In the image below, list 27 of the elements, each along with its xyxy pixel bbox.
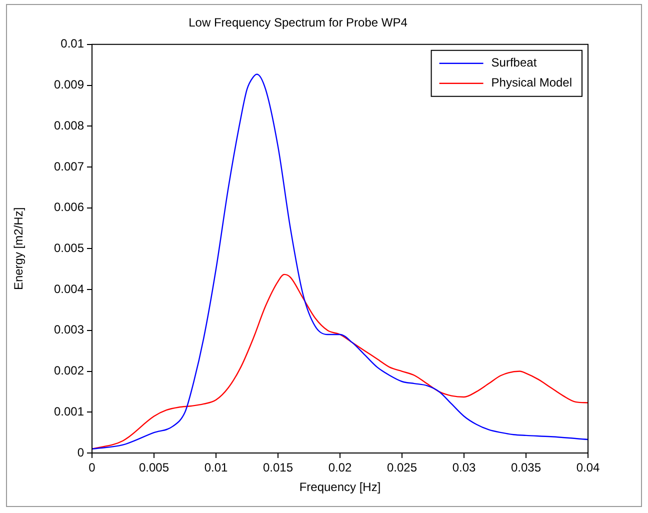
x-tick-label: 0 bbox=[88, 460, 96, 475]
y-tick-label: 0.008 bbox=[54, 118, 84, 132]
y-tick-label: 0.001 bbox=[54, 404, 84, 418]
line-series bbox=[92, 274, 588, 450]
x-tick-label: 0.015 bbox=[262, 460, 294, 475]
y-tick-label: 0.006 bbox=[54, 200, 84, 214]
line-series bbox=[92, 74, 588, 450]
y-tick-label: 0.009 bbox=[54, 78, 84, 92]
y-tick-label: 0 bbox=[77, 445, 84, 460]
chart-title: Low Frequency Spectrum for Probe WP4 bbox=[188, 16, 408, 30]
x-tick-label: 0.01 bbox=[204, 460, 228, 475]
x-tick-label: 0.03 bbox=[452, 460, 476, 475]
x-tick-label: 0.005 bbox=[138, 460, 170, 475]
x-tick-label: 0.04 bbox=[576, 460, 600, 475]
x-tick-label: 0.02 bbox=[328, 460, 352, 475]
y-tick-label: 0.007 bbox=[54, 159, 84, 174]
y-tick-label: 0.002 bbox=[54, 364, 84, 378]
x-axis-title: Frequency [Hz] bbox=[299, 480, 381, 494]
y-tick-label: 0.005 bbox=[54, 241, 84, 256]
legend-label: Physical Model bbox=[491, 76, 572, 90]
y-tick-label: 0.01 bbox=[60, 36, 84, 51]
x-tick-label: 0.035 bbox=[510, 460, 542, 475]
y-tick-label: 0.004 bbox=[54, 282, 84, 296]
x-tick-label: 0.025 bbox=[386, 460, 418, 475]
y-axis-title: Energy [m2/Hz] bbox=[12, 207, 26, 290]
legend-label: Surfbeat bbox=[491, 56, 538, 70]
y-tick-label: 0.003 bbox=[54, 322, 84, 337]
